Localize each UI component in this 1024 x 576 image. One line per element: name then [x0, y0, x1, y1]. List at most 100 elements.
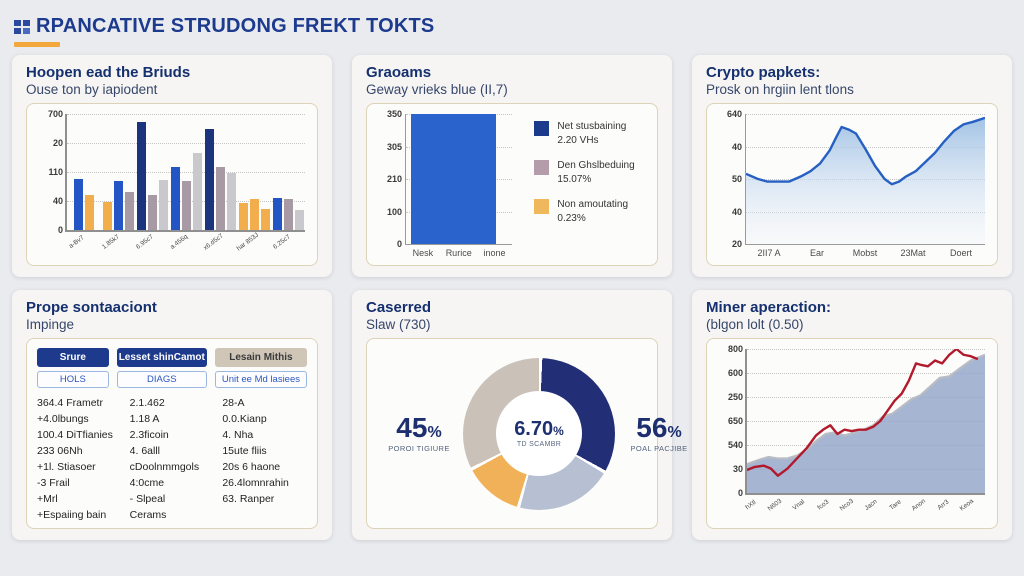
logo-icon [14, 19, 30, 34]
table-cell: 100.4 DiTfianies [37, 429, 113, 441]
stat-right-value: 56 [636, 412, 668, 443]
y-axis-label: 30 [732, 464, 743, 474]
bar-group [101, 114, 135, 230]
gridline [746, 114, 985, 115]
x-axis-label-text: Keoa [959, 497, 976, 513]
bar [102, 202, 112, 230]
axis-chart: 350 305 210 100 0 Nesk Rurice inone [375, 109, 513, 261]
x-axis-label-text: 1.85k7 [100, 233, 121, 251]
gridline [67, 143, 305, 144]
column-subheader-button[interactable]: HOLS [37, 371, 109, 388]
x-axis-label: Rurice [441, 245, 477, 258]
x-axis-label: Nesk [405, 245, 441, 258]
y-axis-label: 100 [386, 206, 402, 217]
plot-area: 350 305 210 100 0 [387, 109, 513, 249]
column-header-button[interactable]: Lesset shinCamot [116, 348, 207, 367]
bar [147, 195, 157, 230]
y-axis-label: 250 [727, 392, 743, 402]
bar-group [237, 114, 271, 230]
table-cell: 20s 6 haone [222, 461, 281, 473]
x-axis-label: Tare [888, 495, 913, 524]
donut-center-label: TD SCAMBR [516, 441, 562, 448]
area-chart: 640 40 50 40 20 2II7 A Ear Mobst 23Mat Doert [706, 103, 998, 266]
single-bar-chart: 350 305 210 100 0 Nesk Rurice inone Net stusbai… [366, 103, 658, 266]
table-cell: 28-A [222, 397, 245, 409]
table-header-row: Srure HOLS Lesset shinCamot DIAGS Lesain… [37, 348, 307, 388]
bar [294, 210, 304, 230]
x-axis-labels: hXtl N603 Vnal fco3 Nco3 Jacn Tare Anon Arr3 Keoa [745, 495, 985, 524]
bar [170, 167, 180, 230]
x-axis-label-text: Vnal [791, 498, 807, 512]
x-axis-label: N603 [767, 495, 793, 524]
column-header-button[interactable]: Lesain Mithis [214, 348, 307, 367]
x-axis-label: Anon [911, 495, 937, 524]
card-subtitle: Slaw (730) [366, 317, 431, 332]
card-title: Caserred [366, 299, 432, 316]
legend: Net stusbaining 2.20 VHs Den Ghslbeduing… [524, 104, 657, 265]
table-cell: 233 06Nh [37, 445, 83, 457]
x-axis-label: Ear [793, 245, 841, 258]
legend-item: Net stusbaining 2.20 VHs [534, 120, 651, 147]
table-cell: 364.4 Frametr [37, 397, 103, 409]
legend-item: Non amoutating 0.23% [534, 198, 651, 225]
table-cell: +1l. Stiasoer [37, 461, 96, 473]
donut-ring: 6.70% TD SCAMBR [463, 357, 615, 510]
bar-group [67, 114, 101, 230]
x-axis-label-text: Rurice [445, 248, 472, 258]
card-table: Prope sontaaciont Impinge Srure HOLS Les… [12, 290, 332, 540]
bar [158, 180, 168, 230]
table-cell: 4. Nha [222, 429, 254, 441]
stat-left-label: POROI TIGIURE [388, 444, 450, 453]
gridline [747, 397, 985, 398]
card-donut: Caserred Slaw (730) 45% POROI TIGIURE 6.… [352, 290, 687, 540]
x-axis-label: 6.95c7 [134, 232, 168, 261]
table-cell: 1.18 A [129, 413, 160, 425]
x-axis-label-text: 2II7 A [757, 248, 781, 258]
legend-swatch [534, 199, 550, 214]
column-header-button[interactable]: Srure [37, 348, 109, 367]
bar-group [135, 114, 169, 230]
bar [136, 122, 146, 230]
legend-value: 15.07% [557, 173, 592, 185]
x-axis-label: x6.d5c7 [202, 232, 236, 261]
y-axis-label: 40 [731, 206, 742, 217]
x-axis-label-text: hXtl [744, 498, 758, 512]
x-axis-label-text: a-Bv7 [67, 234, 86, 251]
card-single-bar: Graoams Geway vrieks blue (II,7) 350 305 2… [352, 55, 672, 277]
legend-item: Den Ghslbeduing 15.07% [534, 159, 651, 186]
y-axis-label: 0 [737, 488, 743, 498]
bar [74, 178, 83, 230]
legend-label: Non amoutating [557, 199, 629, 210]
bar-group [271, 114, 305, 230]
legend-value: 2.20 VHs [557, 134, 599, 146]
y-axis-label: 40 [52, 196, 63, 206]
y-axis-label: 640 [726, 109, 742, 119]
bar [249, 198, 259, 230]
bar [181, 181, 191, 230]
table-cell: +Mrl [37, 493, 58, 505]
bar [260, 209, 270, 230]
table-cell: -3 Frail [37, 477, 70, 489]
x-axis-label: Mobst [841, 245, 889, 258]
y-axis-label: 305 [386, 141, 402, 152]
legend-swatch [534, 160, 550, 175]
x-axis-label-text: Jacn [863, 498, 879, 513]
stat-left: 45% POROI TIGIURE [375, 414, 463, 454]
donut-center: 6.70% TD SCAMBR [496, 390, 582, 477]
axis-chart: 800 600 250 650 540 30 0 hXtl N603 Vnal fco3 Nco3 Ja… [715, 344, 985, 524]
card-title: Crypto papkets: [706, 64, 821, 81]
y-axis-label: 20 [731, 239, 742, 249]
y-axis-label: 350 [386, 109, 402, 119]
y-axis-label: 650 [727, 416, 743, 426]
x-axis-label-text: inone [483, 248, 506, 258]
column-subheader-button[interactable]: Unit ee Md lasiees [214, 371, 307, 388]
table-cell: +4.0lbungs [37, 413, 89, 425]
gridline [67, 172, 305, 173]
x-axis-labels: Nesk Rurice inone [405, 245, 512, 261]
x-axis-label-text: Arr3 [936, 498, 951, 512]
gridline [747, 349, 985, 350]
x-axis-labels: a-Bv7 1.85k7 6.95c7 a.456q x6.d5c7 har 853J 6.… [65, 232, 305, 261]
x-axis-label: har 853J [236, 232, 270, 261]
column-subheader-button[interactable]: DIAGS [116, 371, 207, 388]
card-subtitle: Prosk on hrgiin lent tlons [706, 82, 854, 97]
